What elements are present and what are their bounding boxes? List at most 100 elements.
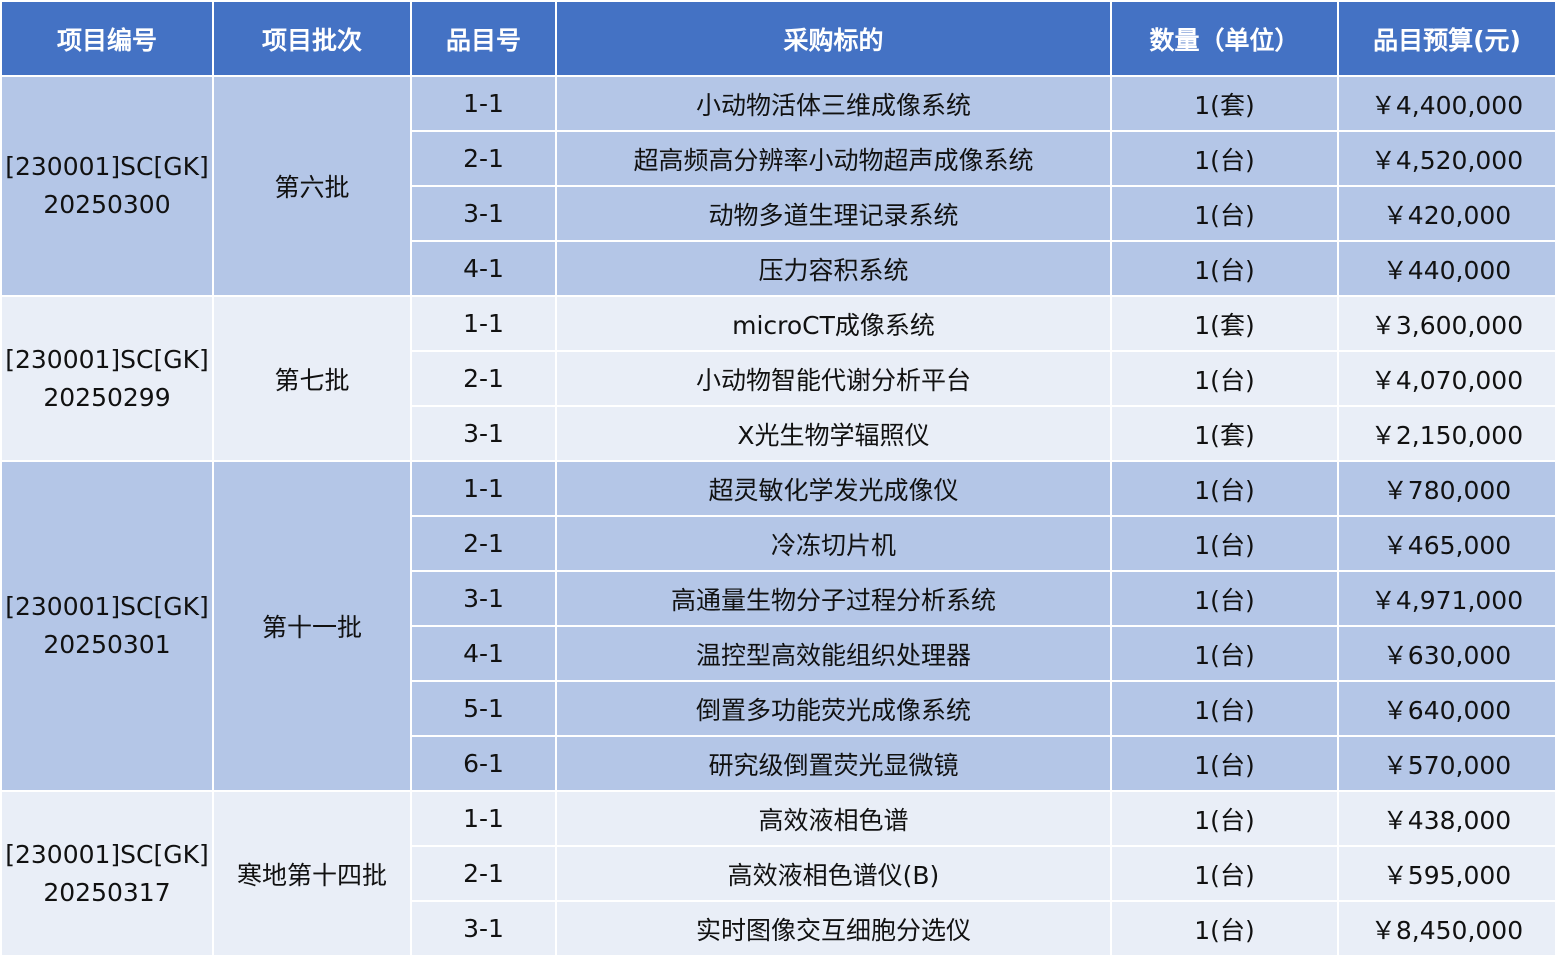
budget-cell: ￥3,600,000 [1337, 295, 1557, 352]
item-no-cell: 3-1 [410, 570, 557, 627]
table-row: 4-1 温控型高效能组织处理器 1(台) ￥630,000 [1, 625, 1557, 682]
item-no-cell: 4-1 [410, 240, 557, 297]
table-row: 3-1 X光生物学辐照仪 1(套) ￥2,150,000 [1, 405, 1557, 462]
quantity-cell: 1(台) [1110, 515, 1339, 572]
quantity-cell: 1(台) [1110, 900, 1339, 957]
quantity-cell: 1(套) [1110, 405, 1339, 462]
header-project-no: 项目编号 [0, 0, 214, 77]
target-cell: 高通量生物分子过程分析系统 [555, 570, 1112, 627]
quantity-cell: 1(台) [1110, 625, 1339, 682]
project-no-line1: [230001]SC[GK] [5, 344, 209, 374]
item-no-cell: 4-1 [410, 625, 557, 682]
item-no-cell: 3-1 [410, 185, 557, 242]
quantity-cell: 1(台) [1110, 185, 1339, 242]
table-row: 6-1 研究级倒置荧光显微镜 1(台) ￥570,000 [1, 735, 1557, 792]
target-cell: 温控型高效能组织处理器 [555, 625, 1112, 682]
target-cell: 高效液相色谱仪(B) [555, 845, 1112, 902]
project-no-line1: [230001]SC[GK] [5, 839, 209, 869]
budget-cell: ￥440,000 [1337, 240, 1557, 297]
table-row: 3-1 高通量生物分子过程分析系统 1(台) ￥4,971,000 [1, 570, 1557, 627]
target-cell: 动物多道生理记录系统 [555, 185, 1112, 242]
quantity-cell: 1(套) [1110, 75, 1339, 132]
quantity-cell: 1(台) [1110, 790, 1339, 847]
table-row: [230001]SC[GK] 20250299 第七批 1-1 microCT成像系统 1… [0, 295, 1557, 462]
batch-cell: 寒地第十四批 [212, 790, 412, 957]
header-budget: 品目预算(元) [1337, 0, 1557, 77]
budget-cell: ￥420,000 [1337, 185, 1557, 242]
budget-cell: ￥630,000 [1337, 625, 1557, 682]
project-no-line2: 20250301 [43, 630, 171, 659]
table-row: 2-1 冷冻切片机 1(台) ￥465,000 [1, 515, 1557, 572]
target-cell: microCT成像系统 [555, 295, 1112, 352]
batch-cell: 第六批 [212, 75, 412, 297]
target-cell: 超高频高分辨率小动物超声成像系统 [555, 130, 1112, 187]
project-no-line1: [230001]SC[GK] [5, 152, 209, 181]
item-no-cell: 3-1 [410, 405, 557, 462]
budget-cell: ￥570,000 [1337, 735, 1557, 792]
item-no-cell: 2-1 [410, 130, 557, 187]
budget-cell: ￥640,000 [1337, 680, 1557, 737]
target-cell: 压力容积系统 [555, 240, 1112, 297]
quantity-cell: 1(台) [1110, 570, 1339, 627]
header-quantity: 数量（单位） [1110, 0, 1339, 77]
table-row: 2-1 超高频高分辨率小动物超声成像系统 1(台) ￥4,520,000 [1, 130, 1557, 187]
header-item-no: 品目号 [410, 0, 557, 77]
item-no-cell: 1-1 [410, 75, 557, 132]
table-row: 2-1 小动物智能代谢分析平台 1(台) ￥4,070,000 [1, 350, 1557, 407]
table-row: [230001]SC[GK] 20250301 第十一批 1-1 超灵敏化学发光成像仪 1… [0, 460, 1557, 792]
budget-cell: ￥780,000 [1337, 460, 1557, 517]
project-no-line2: 20250317 [43, 877, 171, 907]
target-cell: 冷冻切片机 [555, 515, 1112, 572]
table-row: 4-1 压力容积系统 1(台) ￥440,000 [1, 240, 1557, 297]
project-no-cell: [230001]SC[GK] 20250299 [0, 295, 214, 462]
quantity-cell: 1(台) [1110, 240, 1339, 297]
table-row: 3-1 动物多道生理记录系统 1(台) ￥420,000 [1, 185, 1557, 242]
target-cell: 研究级倒置荧光显微镜 [555, 735, 1112, 792]
project-no-line2: 20250299 [43, 382, 171, 412]
project-no-cell: [230001]SC[GK] 20250301 [0, 460, 214, 792]
project-no-line2: 20250300 [43, 190, 171, 219]
target-cell: 小动物活体三维成像系统 [555, 75, 1112, 132]
budget-cell: ￥595,000 [1337, 845, 1557, 902]
item-no-cell: 1-1 [410, 790, 557, 847]
target-cell: 超灵敏化学发光成像仪 [555, 460, 1112, 517]
header-batch: 项目批次 [212, 0, 412, 77]
budget-cell: ￥8,450,000 [1337, 900, 1557, 957]
quantity-cell: 1(台) [1110, 845, 1339, 902]
table-row: 3-1 实时图像交互细胞分选仪 1(台) ￥8,450,000 [1, 900, 1557, 957]
table-body: [230001]SC[GK] 20250300 第六批 1-1 小动物活体三维成像系统 1… [0, 75, 1557, 957]
table-row: [230001]SC[GK] 20250300 第六批 1-1 小动物活体三维成像系统 1… [0, 75, 1557, 297]
batch-cell: 第十一批 [212, 460, 412, 792]
table-row: 5-1 倒置多功能荧光成像系统 1(台) ￥640,000 [1, 680, 1557, 737]
batch-cell: 第七批 [212, 295, 412, 462]
item-no-cell: 1-1 [410, 295, 557, 352]
target-cell: 实时图像交互细胞分选仪 [555, 900, 1112, 957]
budget-cell: ￥465,000 [1337, 515, 1557, 572]
budget-cell: ￥4,400,000 [1337, 75, 1557, 132]
target-cell: X光生物学辐照仪 [555, 405, 1112, 462]
item-no-cell: 1-1 [410, 460, 557, 517]
item-no-cell: 6-1 [410, 735, 557, 792]
header-target: 采购标的 [555, 0, 1112, 77]
item-no-cell: 2-1 [410, 350, 557, 407]
project-no-line1: [230001]SC[GK] [5, 592, 209, 621]
budget-cell: ￥2,150,000 [1337, 405, 1557, 462]
quantity-cell: 1(台) [1110, 735, 1339, 792]
quantity-cell: 1(套) [1110, 295, 1339, 352]
item-no-cell: 2-1 [410, 515, 557, 572]
quantity-cell: 1(台) [1110, 350, 1339, 407]
quantity-cell: 1(台) [1110, 130, 1339, 187]
quantity-cell: 1(台) [1110, 680, 1339, 737]
table-row: [230001]SC[GK] 20250317 寒地第十四批 1-1 高效液相色谱 1(台… [0, 790, 1557, 957]
item-no-cell: 2-1 [410, 845, 557, 902]
budget-cell: ￥4,971,000 [1337, 570, 1557, 627]
project-no-cell: [230001]SC[GK] 20250317 [0, 790, 214, 957]
table-row: 2-1 高效液相色谱仪(B) 1(台) ￥595,000 [1, 845, 1557, 902]
budget-cell: ￥4,520,000 [1337, 130, 1557, 187]
budget-cell: ￥4,070,000 [1337, 350, 1557, 407]
item-no-cell: 3-1 [410, 900, 557, 957]
target-cell: 高效液相色谱 [555, 790, 1112, 847]
item-no-cell: 5-1 [410, 680, 557, 737]
quantity-cell: 1(台) [1110, 460, 1339, 517]
